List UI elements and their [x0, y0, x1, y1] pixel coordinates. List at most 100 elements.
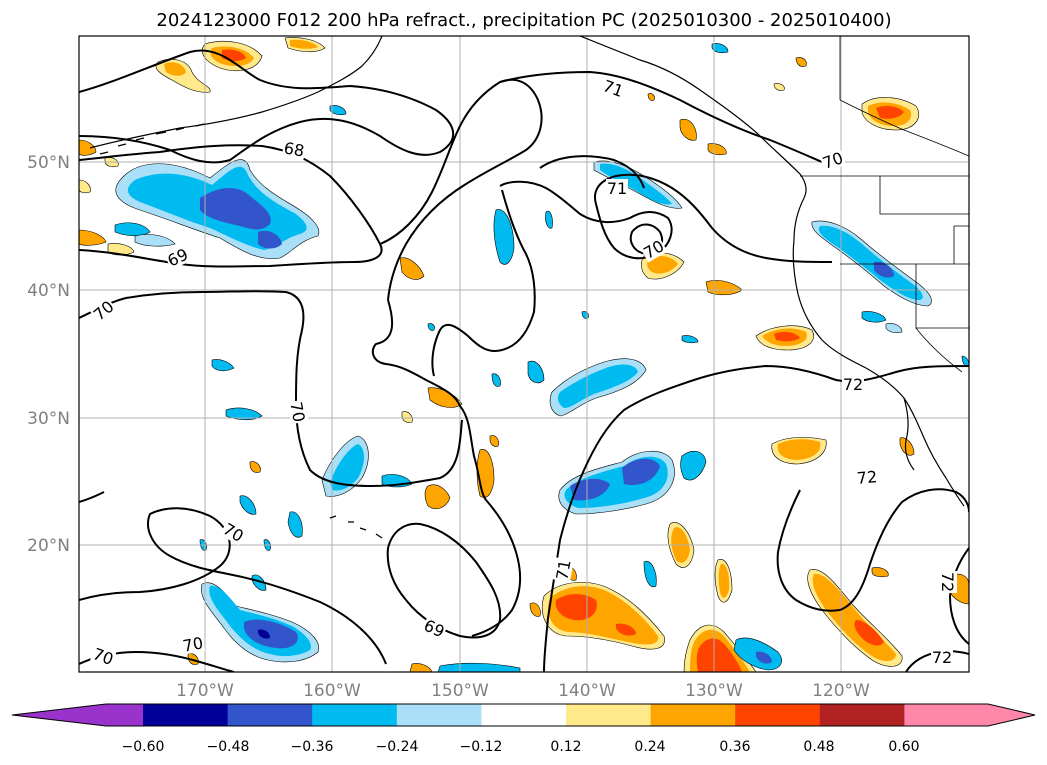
- precip-blob-cb10: [491, 373, 501, 387]
- precip-blob-cb5: [287, 511, 303, 538]
- precip-blob-b20: [643, 560, 657, 588]
- precip-blob-sb2: [680, 450, 707, 481]
- colorbar-tick-label: 0.12: [550, 739, 581, 755]
- lat-label: 50°N: [27, 153, 70, 173]
- precip-blob-nw-left2: [134, 234, 176, 247]
- precip-blob-cb1b: [330, 444, 364, 491]
- contour-label-background: [163, 244, 192, 270]
- colorbar-tick-label: −0.60: [122, 739, 165, 755]
- lon-label: 170°W: [176, 681, 234, 701]
- precip-blob-o20b-mid: [718, 563, 730, 598]
- contour-label: 72: [855, 467, 879, 488]
- colorbar-segment: [396, 704, 482, 726]
- precip-blob-b10b: [756, 651, 772, 664]
- colorbar-tick-label: 0.60: [888, 739, 919, 755]
- precip-blob-o27-mid: [777, 439, 821, 460]
- colorbar-tick-labels: −0.60 −0.48 −0.36 −0.24 −0.12 0.12 0.24 …: [122, 739, 920, 755]
- precip-blob-wc-dark: [874, 261, 894, 278]
- contour-label-background: [931, 648, 953, 666]
- precip-blob-b12b: [251, 574, 267, 591]
- coast-us-west: [792, 197, 965, 507]
- precip-blob-o36-red: [774, 331, 800, 342]
- precip-blob-n-orange3b: [290, 39, 318, 49]
- contour-label-background: [552, 557, 574, 583]
- precip-blob-w-orange2: [79, 229, 107, 246]
- contour-label-text: 70: [286, 400, 308, 423]
- precip-blob-b12-dark: [244, 619, 298, 649]
- precip-blob-wc3: [885, 323, 903, 334]
- precip-blob-c6: [489, 435, 499, 447]
- precip-blob-nw-left: [114, 222, 151, 237]
- contour-label: 68: [281, 138, 307, 161]
- map-background: [79, 36, 969, 672]
- colorbar-segment: [650, 704, 736, 726]
- contour-71-mid: [499, 173, 833, 263]
- colorbar-segment: [735, 704, 821, 726]
- refractivity-contours: [79, 49, 969, 672]
- precip-blob-cb8: [527, 360, 545, 384]
- contour-label: 72: [842, 375, 864, 394]
- contour-label-background: [819, 147, 847, 173]
- contour-label-background: [89, 296, 118, 325]
- colorbar-segment: [143, 704, 229, 726]
- precip-blob-c2: [427, 387, 463, 408]
- contour-69: [79, 144, 383, 268]
- contour-72-south: [776, 488, 969, 612]
- contour-70-center: [371, 299, 487, 501]
- colorbar-tick-label: −0.36: [291, 739, 334, 755]
- precip-shading: [79, 37, 969, 672]
- precip-blob-n-orange2b: [164, 62, 186, 76]
- contour-72-main: [559, 364, 969, 541]
- precip-blob-cb7: [493, 209, 515, 265]
- coast-alaska-aleutians: [89, 36, 383, 149]
- contour-label-background: [842, 375, 864, 393]
- lon-label: 130°W: [685, 681, 743, 701]
- coast-baja: [903, 397, 915, 471]
- contour-label-text: 72: [938, 572, 957, 592]
- colorbar-tick-label: −0.24: [376, 739, 419, 755]
- map-frame: [78, 35, 970, 673]
- colorbar-extend-min: [12, 704, 106, 726]
- precip-blob-on3: [707, 143, 727, 156]
- contour-label-background: [219, 518, 248, 546]
- contour-label-text: 72: [856, 467, 878, 488]
- precip-blob-wc2: [861, 311, 887, 323]
- contour-72-inner: [539, 155, 645, 189]
- colorbar-segment: [105, 704, 143, 726]
- precip-blob-c5: [424, 484, 451, 510]
- lon-label: 150°W: [431, 681, 489, 701]
- contour-label-background: [89, 643, 117, 669]
- precip-blob-cb9: [545, 210, 553, 229]
- contour-label-text: 70: [181, 633, 204, 655]
- precip-blob-on7: [773, 83, 785, 91]
- contour-68: [79, 49, 455, 164]
- precip-blob-sb-dark: [570, 478, 610, 501]
- contour-label-text: 71: [552, 558, 574, 581]
- coast-se-alaska-bc: [579, 36, 807, 199]
- latitude-labels: 50°N 40°N 30°N 20°N: [27, 153, 70, 556]
- precip-blob-wc-mid: [818, 225, 923, 300]
- precip-blob-w-orange1: [79, 139, 97, 156]
- contour-label: 71: [599, 75, 627, 101]
- contour-label-background: [855, 467, 879, 487]
- contour-label-text: 72: [843, 375, 863, 394]
- longitude-labels: 170°W 160°W 150°W 140°W 130°W 120°W: [176, 681, 870, 701]
- precip-blob-o15b: [529, 602, 541, 617]
- contour-label: 71: [606, 179, 628, 198]
- contour-71-north: [499, 70, 823, 163]
- precip-blob-cb4: [211, 359, 235, 372]
- contour-label-background: [599, 75, 627, 101]
- precip-blob-cb6: [239, 495, 257, 515]
- precip-blob-b12-navy: [258, 629, 270, 639]
- lon-label: 120°W: [812, 681, 870, 701]
- precip-blob-w-orange4: [79, 179, 91, 194]
- contour-label: 70: [180, 633, 206, 656]
- colorbar-segment: [227, 704, 313, 726]
- colorbar-segment: [481, 704, 567, 726]
- precip-blob-on5: [647, 93, 655, 101]
- map-gridlines: [79, 36, 969, 672]
- lat-label: 30°N: [27, 409, 70, 429]
- colorbar-tick-label: −0.48: [207, 739, 250, 755]
- contour-label-background: [939, 571, 957, 593]
- coast-hawaii: [329, 515, 383, 539]
